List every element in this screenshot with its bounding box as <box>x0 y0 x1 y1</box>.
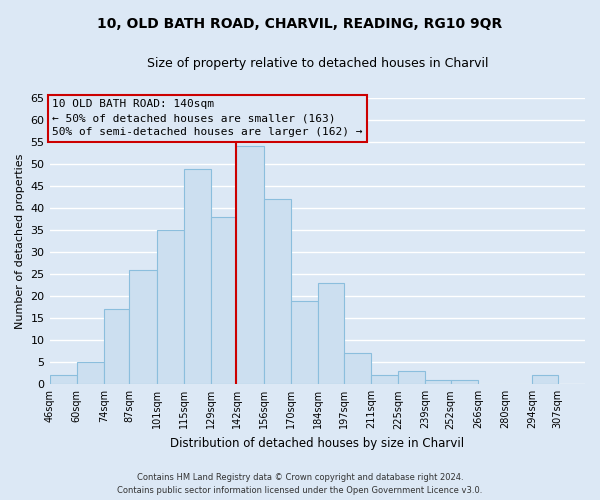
Bar <box>157 230 184 384</box>
Bar <box>264 200 291 384</box>
Bar <box>344 354 371 384</box>
Bar <box>236 146 264 384</box>
Bar <box>77 362 104 384</box>
Bar <box>425 380 451 384</box>
Bar <box>211 217 236 384</box>
Y-axis label: Number of detached properties: Number of detached properties <box>15 154 25 329</box>
Text: Contains HM Land Registry data © Crown copyright and database right 2024.
Contai: Contains HM Land Registry data © Crown c… <box>118 474 482 495</box>
Title: Size of property relative to detached houses in Charvil: Size of property relative to detached ho… <box>146 58 488 70</box>
X-axis label: Distribution of detached houses by size in Charvil: Distribution of detached houses by size … <box>170 437 464 450</box>
Bar <box>371 376 398 384</box>
Bar <box>104 310 130 384</box>
Text: 10, OLD BATH ROAD, CHARVIL, READING, RG10 9QR: 10, OLD BATH ROAD, CHARVIL, READING, RG1… <box>97 18 503 32</box>
Bar <box>318 283 344 384</box>
Bar <box>184 168 211 384</box>
Bar <box>398 371 425 384</box>
Bar <box>451 380 478 384</box>
Bar <box>130 270 157 384</box>
Bar <box>532 376 558 384</box>
Bar <box>291 300 318 384</box>
Bar <box>50 376 77 384</box>
Text: 10 OLD BATH ROAD: 140sqm
← 50% of detached houses are smaller (163)
50% of semi-: 10 OLD BATH ROAD: 140sqm ← 50% of detach… <box>52 100 363 138</box>
